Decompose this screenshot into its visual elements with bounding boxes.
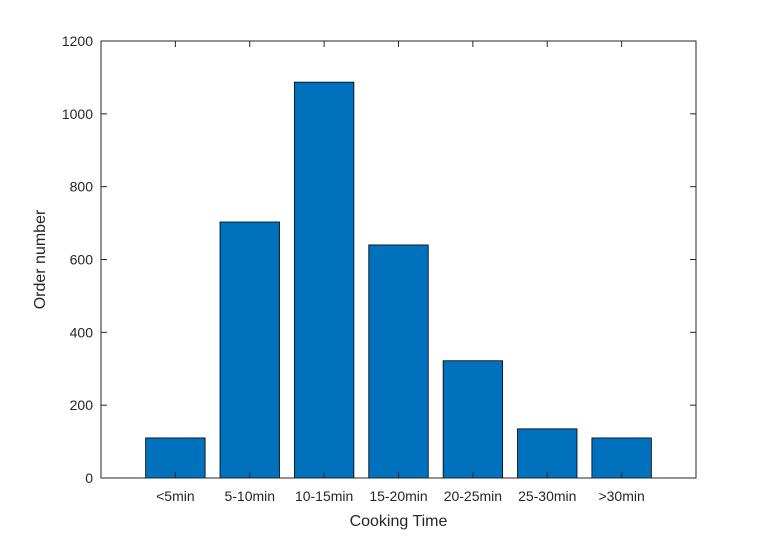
bar-1 bbox=[219, 221, 280, 479]
bar-0 bbox=[145, 437, 206, 479]
x-tick-label-4: 20-25min bbox=[444, 488, 502, 504]
x-tick-label-3: 15-20min bbox=[369, 488, 427, 504]
y-tick-label-5: 1000 bbox=[62, 106, 93, 122]
bar-3 bbox=[368, 244, 429, 479]
bar-2 bbox=[293, 81, 355, 479]
bar-5 bbox=[517, 428, 578, 479]
bar-4 bbox=[442, 360, 504, 479]
bar-6 bbox=[591, 437, 652, 479]
x-axis-title: Cooking Time bbox=[350, 513, 448, 530]
bars-layer bbox=[145, 81, 652, 479]
x-tick-label-2: 10-15min bbox=[295, 488, 353, 504]
y-tick-label-2: 400 bbox=[70, 324, 94, 340]
x-tick-label-0: <5min bbox=[156, 488, 195, 504]
y-tick-label-0: 0 bbox=[85, 470, 93, 486]
y-tick-label-6: 1200 bbox=[62, 33, 93, 49]
y-tick-label-1: 200 bbox=[70, 397, 94, 413]
y-tick-label-3: 600 bbox=[70, 252, 94, 268]
y-tick-label-4: 800 bbox=[70, 179, 94, 195]
x-tick-label-5: 25-30min bbox=[518, 488, 576, 504]
x-tick-label-6: >30min bbox=[598, 488, 644, 504]
x-axis: <5min 5-10min 10-15min 15-20min 20-25min 25-3… bbox=[156, 41, 645, 504]
x-tick-label-1: 5-10min bbox=[224, 488, 275, 504]
y-axis: 0 200 400 600 800 1000 1200 bbox=[62, 33, 696, 486]
y-axis-title: Order number bbox=[32, 209, 49, 309]
